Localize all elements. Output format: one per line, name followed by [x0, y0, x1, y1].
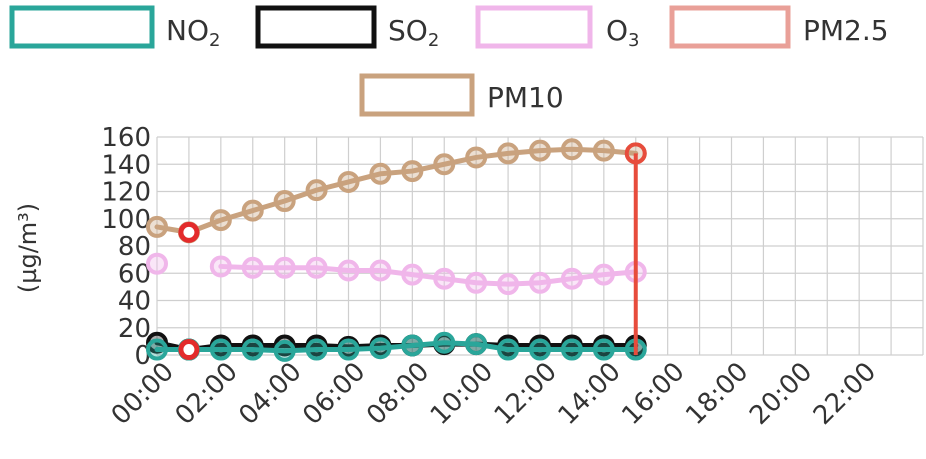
point-no2-0400[interactable] — [273, 339, 296, 362]
point-o3-1100[interactable] — [497, 273, 520, 296]
point-no2-0300[interactable] — [241, 338, 264, 361]
highlight-point-no2-0100[interactable] — [178, 339, 200, 361]
point-o3-0800[interactable] — [401, 263, 424, 286]
point-pm10-0900[interactable] — [433, 153, 456, 176]
point-no2-1000[interactable] — [465, 333, 488, 356]
point-pm10-1300[interactable] — [560, 138, 583, 161]
point-pm10-0800[interactable] — [401, 160, 424, 183]
legend-item-so2[interactable]: SO2 — [255, 5, 439, 51]
y-tick-label: 100 — [101, 205, 151, 235]
legend-item-o3[interactable]: O3 — [475, 5, 640, 51]
y-tick-label: 40 — [118, 287, 151, 317]
y-tick-label: 60 — [118, 259, 151, 289]
legend-swatch-pm25 — [669, 5, 791, 49]
x-tick-label: 08:00 — [361, 357, 435, 431]
x-tick-label: 14:00 — [553, 357, 627, 431]
series-o3-group — [146, 252, 647, 296]
point-no2-1200[interactable] — [529, 338, 551, 361]
point-no2-0500[interactable] — [305, 338, 328, 361]
point-no2-0700[interactable] — [369, 337, 392, 360]
point-no2-0900[interactable] — [433, 331, 456, 354]
y-tick-label: 80 — [118, 232, 151, 262]
series-line-pm10 — [154, 146, 639, 235]
point-no2-0600[interactable] — [337, 338, 360, 361]
legend-label-pm25: PM2.5 — [803, 14, 889, 47]
highlight-markers — [178, 221, 200, 361]
legend-item-no2[interactable]: NO2 — [9, 5, 220, 51]
legend-label-pm10: PM10 — [487, 81, 564, 114]
point-pm10-1200[interactable] — [529, 139, 551, 162]
legend-label-no2: NO2 — [166, 14, 220, 51]
legend-item-pm25[interactable]: PM2.5 — [669, 5, 889, 49]
point-no2-1300[interactable] — [560, 338, 583, 361]
point-o3-0400[interactable] — [273, 256, 296, 279]
legend-label-o3: O3 — [606, 14, 640, 51]
point-pm10-0300[interactable] — [241, 199, 264, 222]
point-o3-0200[interactable] — [209, 255, 232, 278]
legend-item-pm10[interactable]: PM10 — [359, 73, 564, 117]
point-pm10-1000[interactable] — [465, 146, 488, 169]
point-pm10-0700[interactable] — [369, 162, 392, 185]
point-o3-0700[interactable] — [369, 259, 392, 282]
series-pm10-group — [146, 138, 647, 244]
point-o3-0600[interactable] — [337, 259, 360, 282]
x-tick-label: 20:00 — [744, 357, 818, 431]
point-no2-0000[interactable] — [146, 338, 168, 361]
point-o3-1400[interactable] — [592, 263, 615, 286]
y-tick-label: 140 — [101, 150, 151, 180]
point-no2-0800[interactable] — [401, 334, 424, 357]
x-tick-label: 10:00 — [425, 357, 499, 431]
series-line-no2 — [154, 340, 639, 354]
point-o3-1200[interactable] — [529, 271, 551, 294]
series-pm25-group — [624, 142, 647, 355]
point-pm10-0000[interactable] — [146, 215, 168, 238]
highlight-point-pm10-0100[interactable] — [178, 221, 200, 243]
x-axis-ticks: 00:0002:0004:0006:0008:0010:0012:0014:00… — [106, 357, 882, 431]
x-tick-label: 16:00 — [616, 357, 690, 431]
x-tick-label: 18:00 — [680, 357, 754, 431]
point-pm10-0200[interactable] — [209, 209, 232, 232]
point-no2-1100[interactable] — [497, 338, 520, 361]
legend-swatch-no2 — [9, 5, 155, 49]
legend-swatch-o3 — [475, 5, 593, 49]
point-o3-0500[interactable] — [305, 256, 328, 279]
point-no2-1400[interactable] — [592, 338, 615, 361]
point-no2-0200[interactable] — [209, 338, 232, 361]
y-axis-label: (µg/m³) — [14, 203, 42, 293]
point-pm10-0400[interactable] — [273, 190, 296, 213]
point-o3-1000[interactable] — [465, 271, 488, 294]
point-o3-0300[interactable] — [241, 256, 264, 279]
x-tick-label: 06:00 — [297, 357, 371, 431]
point-pm10-1100[interactable] — [497, 142, 520, 165]
point-o3-0900[interactable] — [433, 267, 456, 290]
y-tick-label: 160 — [101, 123, 151, 153]
series-line-o3 — [218, 263, 639, 287]
legend-label-so2: SO2 — [388, 14, 439, 51]
legend: NO2 SO2 O3 PM2.5 PM10 — [9, 5, 889, 117]
point-o3-0000[interactable] — [146, 252, 168, 275]
grid — [156, 136, 924, 356]
x-tick-label: 04:00 — [233, 357, 307, 431]
series-no2-group — [146, 331, 647, 362]
point-pm10-1400[interactable] — [592, 139, 615, 162]
point-pm25-1500[interactable] — [624, 142, 647, 165]
x-tick-label: 02:00 — [170, 357, 244, 431]
series-layer — [146, 138, 647, 362]
point-o3-1300[interactable] — [560, 267, 583, 290]
x-tick-label: 12:00 — [489, 357, 563, 431]
point-pm10-0600[interactable] — [337, 170, 360, 193]
point-pm10-0500[interactable] — [305, 179, 328, 202]
legend-swatch-pm10 — [359, 73, 475, 117]
y-tick-label: 20 — [118, 314, 151, 344]
y-tick-label: 120 — [101, 178, 151, 208]
legend-swatch-so2 — [255, 5, 377, 49]
x-tick-label: 22:00 — [808, 357, 882, 431]
